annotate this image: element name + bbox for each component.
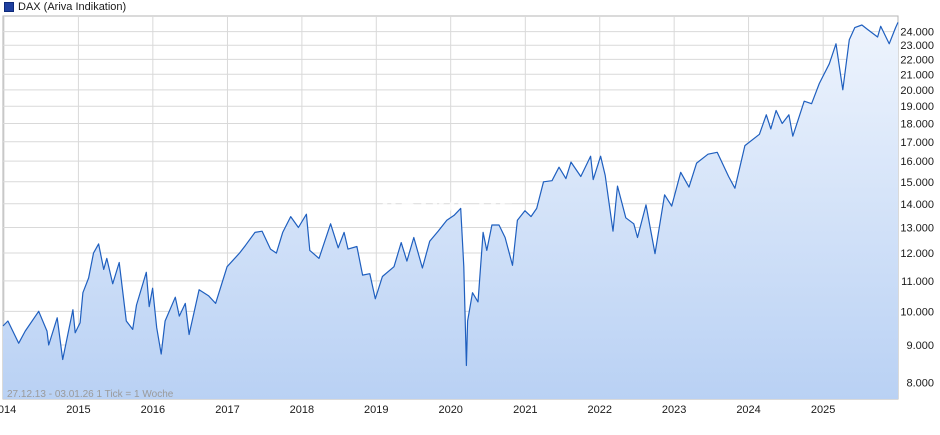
dax-series-line xyxy=(2,22,899,367)
x-tick-label: 2017 xyxy=(215,404,239,416)
x-axis-ticks: 2014 2015 2016 2017 2018 2019 2020 2021 2022 2023… xyxy=(0,404,835,416)
y-tick-label: 12.000 xyxy=(900,248,934,260)
y-tick-label: 11.000 xyxy=(901,276,934,288)
y-tick-label: 16.000 xyxy=(900,156,934,168)
watermark: ARIVA.DE xyxy=(378,189,515,217)
dax-area-fill xyxy=(3,22,898,400)
x-tick-label: 2019 xyxy=(364,404,388,416)
area-layer xyxy=(3,22,898,400)
y-tick-label: 17.000 xyxy=(900,137,934,149)
y-tick-label: 9.000 xyxy=(906,340,934,352)
x-tick-label: 2015 xyxy=(66,404,90,416)
legend-swatch xyxy=(4,2,14,12)
y-tick-label: 23.000 xyxy=(900,40,934,52)
range-note: 27.12.13 - 03.01.26 1 Tick = 1 Woche xyxy=(7,389,174,400)
y-tick-label: 13.000 xyxy=(900,222,934,234)
x-tick-label: 2016 xyxy=(141,404,165,416)
legend-label: DAX (Ariva Indikation) xyxy=(18,1,127,13)
y-tick-label: 19.000 xyxy=(900,101,934,113)
x-tick-label: 2020 xyxy=(438,404,462,416)
y-axis-ticks: 8.000 9.000 10.000 11.000 12.000 13.000 14.000… xyxy=(900,27,934,390)
y-tick-label: 22.000 xyxy=(900,54,934,66)
y-tick-label: 10.000 xyxy=(900,306,934,318)
legend: DAX (Ariva Indikation) xyxy=(4,0,126,14)
y-tick-label: 18.000 xyxy=(900,119,934,131)
x-tick-label: 2023 xyxy=(662,404,686,416)
x-tick-label: 2021 xyxy=(513,404,537,416)
x-tick-label: 2018 xyxy=(290,404,314,416)
x-tick-label: 2014 xyxy=(0,404,16,416)
y-tick-label: 20.000 xyxy=(900,85,934,97)
line-layer xyxy=(2,22,899,367)
x-tick-label: 2025 xyxy=(811,404,835,416)
y-tick-label: 8.000 xyxy=(906,378,934,390)
y-tick-label: 21.000 xyxy=(900,69,934,81)
x-tick-label: 2024 xyxy=(736,404,760,416)
y-tick-label: 24.000 xyxy=(900,27,934,39)
y-tick-label: 14.000 xyxy=(900,199,934,211)
y-tick-label: 15.000 xyxy=(900,177,934,189)
x-tick-label: 2022 xyxy=(587,404,611,416)
